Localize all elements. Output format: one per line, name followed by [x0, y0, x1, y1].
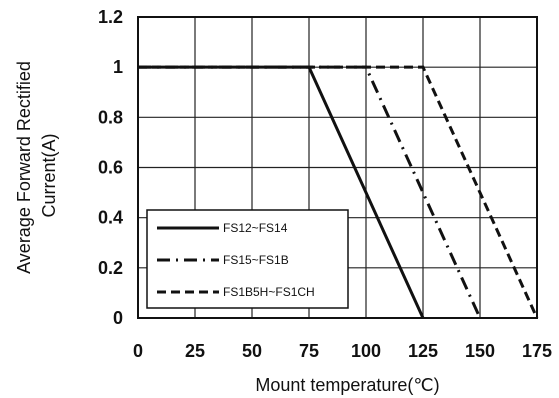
- y-axis-title-line-1: Average Forward Rectified: [14, 61, 34, 274]
- plot-frame: [137, 16, 538, 319]
- x-tick-label-100: 100: [351, 341, 381, 361]
- x-tick-label-0: 0: [133, 341, 143, 361]
- legend-box: [146, 209, 349, 309]
- y-axis-title-line-2: Current(A): [39, 133, 59, 217]
- x-tick-label-150: 150: [465, 341, 495, 361]
- series-layer: [138, 65, 539, 319]
- x-tick-label-50: 50: [242, 341, 262, 361]
- series-line-fs1b5h-fs1ch: [138, 65, 539, 319]
- y-tick-label-0-6: 0.6: [98, 158, 123, 178]
- x-tick-label-75: 75: [299, 341, 319, 361]
- x-tick-label-175: 175: [522, 341, 552, 361]
- y-tick-label-0-8: 0.8: [98, 107, 123, 127]
- y-tick-label-1: 1: [113, 57, 123, 77]
- y-tick-label-0-4: 0.4: [98, 208, 123, 228]
- x-tick-labels: 0 25 50 75 100 125 150 175: [133, 341, 552, 361]
- legend-label-fs12-fs14: FS12~FS14: [223, 221, 288, 235]
- x-axis-title: Mount temperature(℃): [255, 375, 439, 395]
- y-tick-label-0-2: 0.2: [98, 258, 123, 278]
- legend-label-fs15-fs1b: FS15~FS1B: [223, 253, 289, 267]
- y-tick-label-1-2: 1.2: [98, 7, 123, 27]
- legend: FS12~FS14 FS15~FS1B FS1B5H~FS1CH: [146, 209, 349, 309]
- x-tick-label-25: 25: [185, 341, 205, 361]
- y-tick-label-0: 0: [113, 308, 123, 328]
- y-axis-title: Average Forward Rectified Current(A): [14, 61, 59, 274]
- y-tick-labels: 0 0.2 0.4 0.6 0.8 1 1.2: [98, 7, 123, 328]
- legend-label-fs1b5h-fs1ch: FS1B5H~FS1CH: [223, 285, 315, 299]
- x-tick-label-125: 125: [408, 341, 438, 361]
